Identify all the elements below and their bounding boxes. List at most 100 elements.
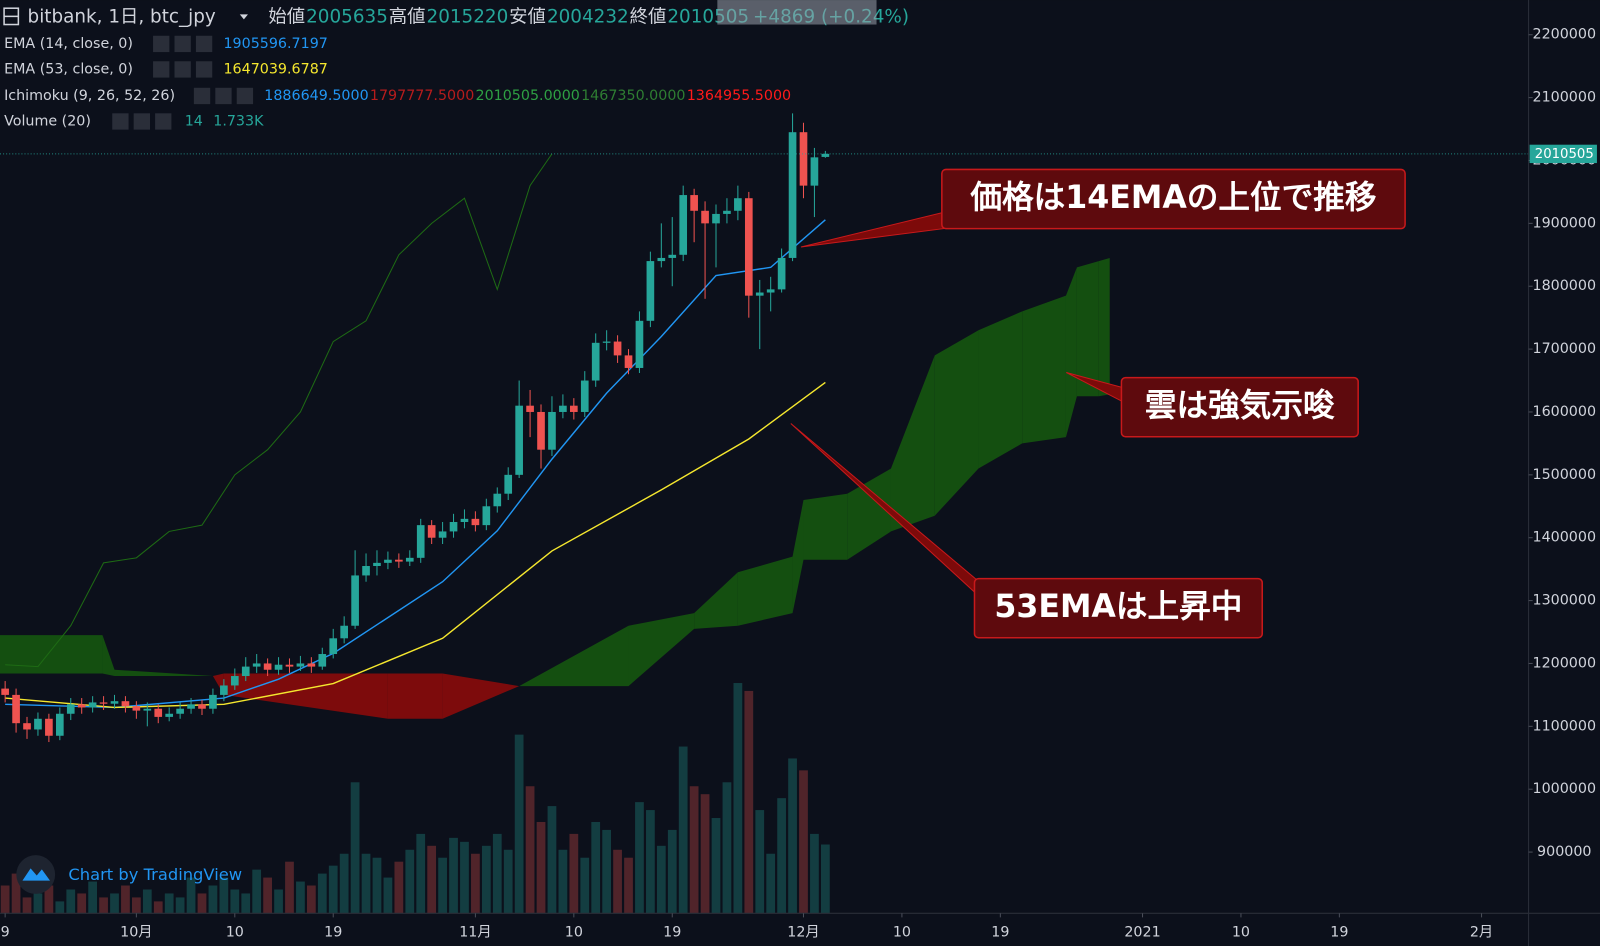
candle-body bbox=[471, 518, 480, 526]
candle-body bbox=[143, 708, 152, 711]
legend-entry[interactable]: Volume (20) bbox=[4, 113, 91, 129]
candle-body bbox=[591, 342, 600, 381]
volume-bar bbox=[219, 877, 229, 914]
volume-bar bbox=[252, 869, 262, 914]
cloud bbox=[519, 625, 629, 687]
candle-body bbox=[12, 694, 20, 724]
legend-entry[interactable]: EMA (14, close, 0) bbox=[4, 36, 133, 52]
y-tick-label: 1000000 bbox=[1533, 781, 1597, 797]
y-tick-label: 1100000 bbox=[1533, 718, 1597, 734]
volume-bar bbox=[427, 845, 437, 914]
cloud bbox=[442, 673, 520, 719]
legend-value: 1905596.7197 bbox=[223, 36, 327, 52]
dropdown-arrow[interactable] bbox=[239, 14, 248, 20]
legend-value: 1797777.5000 bbox=[370, 88, 474, 104]
y-tick-label: 1300000 bbox=[1533, 593, 1597, 609]
legend-value: 1886649.5000 bbox=[264, 88, 368, 104]
candle-body bbox=[274, 664, 283, 670]
volume-bar bbox=[405, 849, 415, 914]
candle-body bbox=[209, 694, 217, 709]
cloud bbox=[1098, 257, 1110, 397]
x-tick-label: 10 bbox=[1232, 925, 1250, 941]
candle-body bbox=[460, 518, 469, 522]
volume-bar bbox=[667, 829, 677, 914]
cloud bbox=[387, 673, 443, 719]
volume-bar bbox=[88, 881, 98, 914]
x-tick-label: 19 bbox=[324, 925, 342, 941]
cloud bbox=[890, 355, 935, 532]
candle-body bbox=[515, 405, 523, 475]
cloud bbox=[1076, 261, 1099, 397]
low-value: 2004232 bbox=[547, 6, 629, 27]
candle-body bbox=[55, 713, 64, 736]
candle-body bbox=[187, 704, 195, 709]
y-tick-label: 1200000 bbox=[1533, 655, 1597, 671]
legend-entry[interactable]: EMA (53, close, 0) bbox=[4, 61, 133, 77]
annotation-box bbox=[973, 577, 1264, 639]
candle-body bbox=[176, 708, 184, 714]
volume-bar bbox=[481, 845, 491, 914]
candle-body bbox=[1, 688, 9, 695]
symbol-title[interactable]: bitbank, 1日, btc_jpy bbox=[28, 6, 216, 27]
x-tick-label: 9 bbox=[1, 925, 10, 941]
annotation-text: 雲は強気示唆 bbox=[1145, 387, 1335, 424]
plot-area bbox=[0, 113, 1529, 914]
candle-body bbox=[427, 525, 436, 538]
candle-body bbox=[810, 157, 819, 186]
candle-body bbox=[537, 411, 545, 450]
volume-bar bbox=[733, 683, 743, 914]
watermark[interactable]: Chart by TradingView bbox=[68, 865, 242, 884]
volume-bar bbox=[460, 841, 469, 914]
x-tick-label: 10 bbox=[565, 925, 583, 941]
cloud bbox=[628, 613, 695, 687]
volume-bar bbox=[624, 857, 633, 914]
volume-bar bbox=[777, 798, 786, 914]
candle-body bbox=[734, 198, 742, 211]
volume-bar bbox=[230, 889, 240, 914]
annotation-box bbox=[1120, 376, 1359, 438]
volume-bar bbox=[788, 758, 797, 914]
candle-body bbox=[263, 663, 272, 670]
volume-bar bbox=[142, 889, 152, 914]
volume-bar bbox=[383, 877, 393, 914]
candle-body bbox=[110, 701, 119, 704]
volume-bar bbox=[656, 845, 666, 914]
legend-icons bbox=[153, 35, 213, 53]
candle-body bbox=[613, 341, 622, 356]
x-tick-label: 2021 bbox=[1124, 925, 1160, 941]
candle-body bbox=[438, 531, 447, 538]
volume-bar bbox=[241, 893, 251, 914]
low-label: 安値 bbox=[509, 6, 546, 27]
volume-bar bbox=[744, 690, 754, 914]
x-tick-label: 10月 bbox=[120, 925, 152, 941]
legend-entry[interactable]: Ichimoku (9, 26, 52, 26) bbox=[4, 88, 175, 104]
volume-bar bbox=[820, 844, 830, 914]
volume-bar bbox=[558, 849, 568, 914]
candle-body bbox=[99, 702, 108, 704]
y-tick-label: 1600000 bbox=[1533, 404, 1597, 420]
volume-bar bbox=[438, 857, 447, 914]
volume-bar bbox=[492, 833, 502, 914]
cloud bbox=[978, 311, 1023, 469]
y-tick-label: 1500000 bbox=[1533, 467, 1597, 483]
candle-body bbox=[329, 638, 338, 655]
candle-body bbox=[646, 261, 655, 321]
candle-body bbox=[482, 506, 491, 526]
y-tick-label: 2100000 bbox=[1533, 90, 1597, 106]
volume-bar bbox=[536, 821, 546, 914]
candle-body bbox=[340, 625, 348, 639]
high-value: 2015220 bbox=[427, 6, 509, 27]
volume-bar bbox=[514, 734, 524, 914]
volume-bar bbox=[317, 873, 327, 914]
cloud bbox=[792, 499, 804, 614]
axes: 900000 1000000 1100000 1200000 1300000 140000… bbox=[1, 27, 1597, 941]
annotation-text: 53EMAは上昇中 bbox=[994, 589, 1242, 625]
volume-bar bbox=[689, 786, 699, 914]
candle-body bbox=[526, 405, 534, 412]
candle-body bbox=[296, 663, 305, 667]
candle-body bbox=[766, 289, 775, 293]
open-label: 始値 bbox=[268, 6, 305, 27]
lagging-span bbox=[5, 153, 553, 668]
volume-bar bbox=[55, 901, 65, 914]
volume-bar bbox=[263, 877, 272, 914]
